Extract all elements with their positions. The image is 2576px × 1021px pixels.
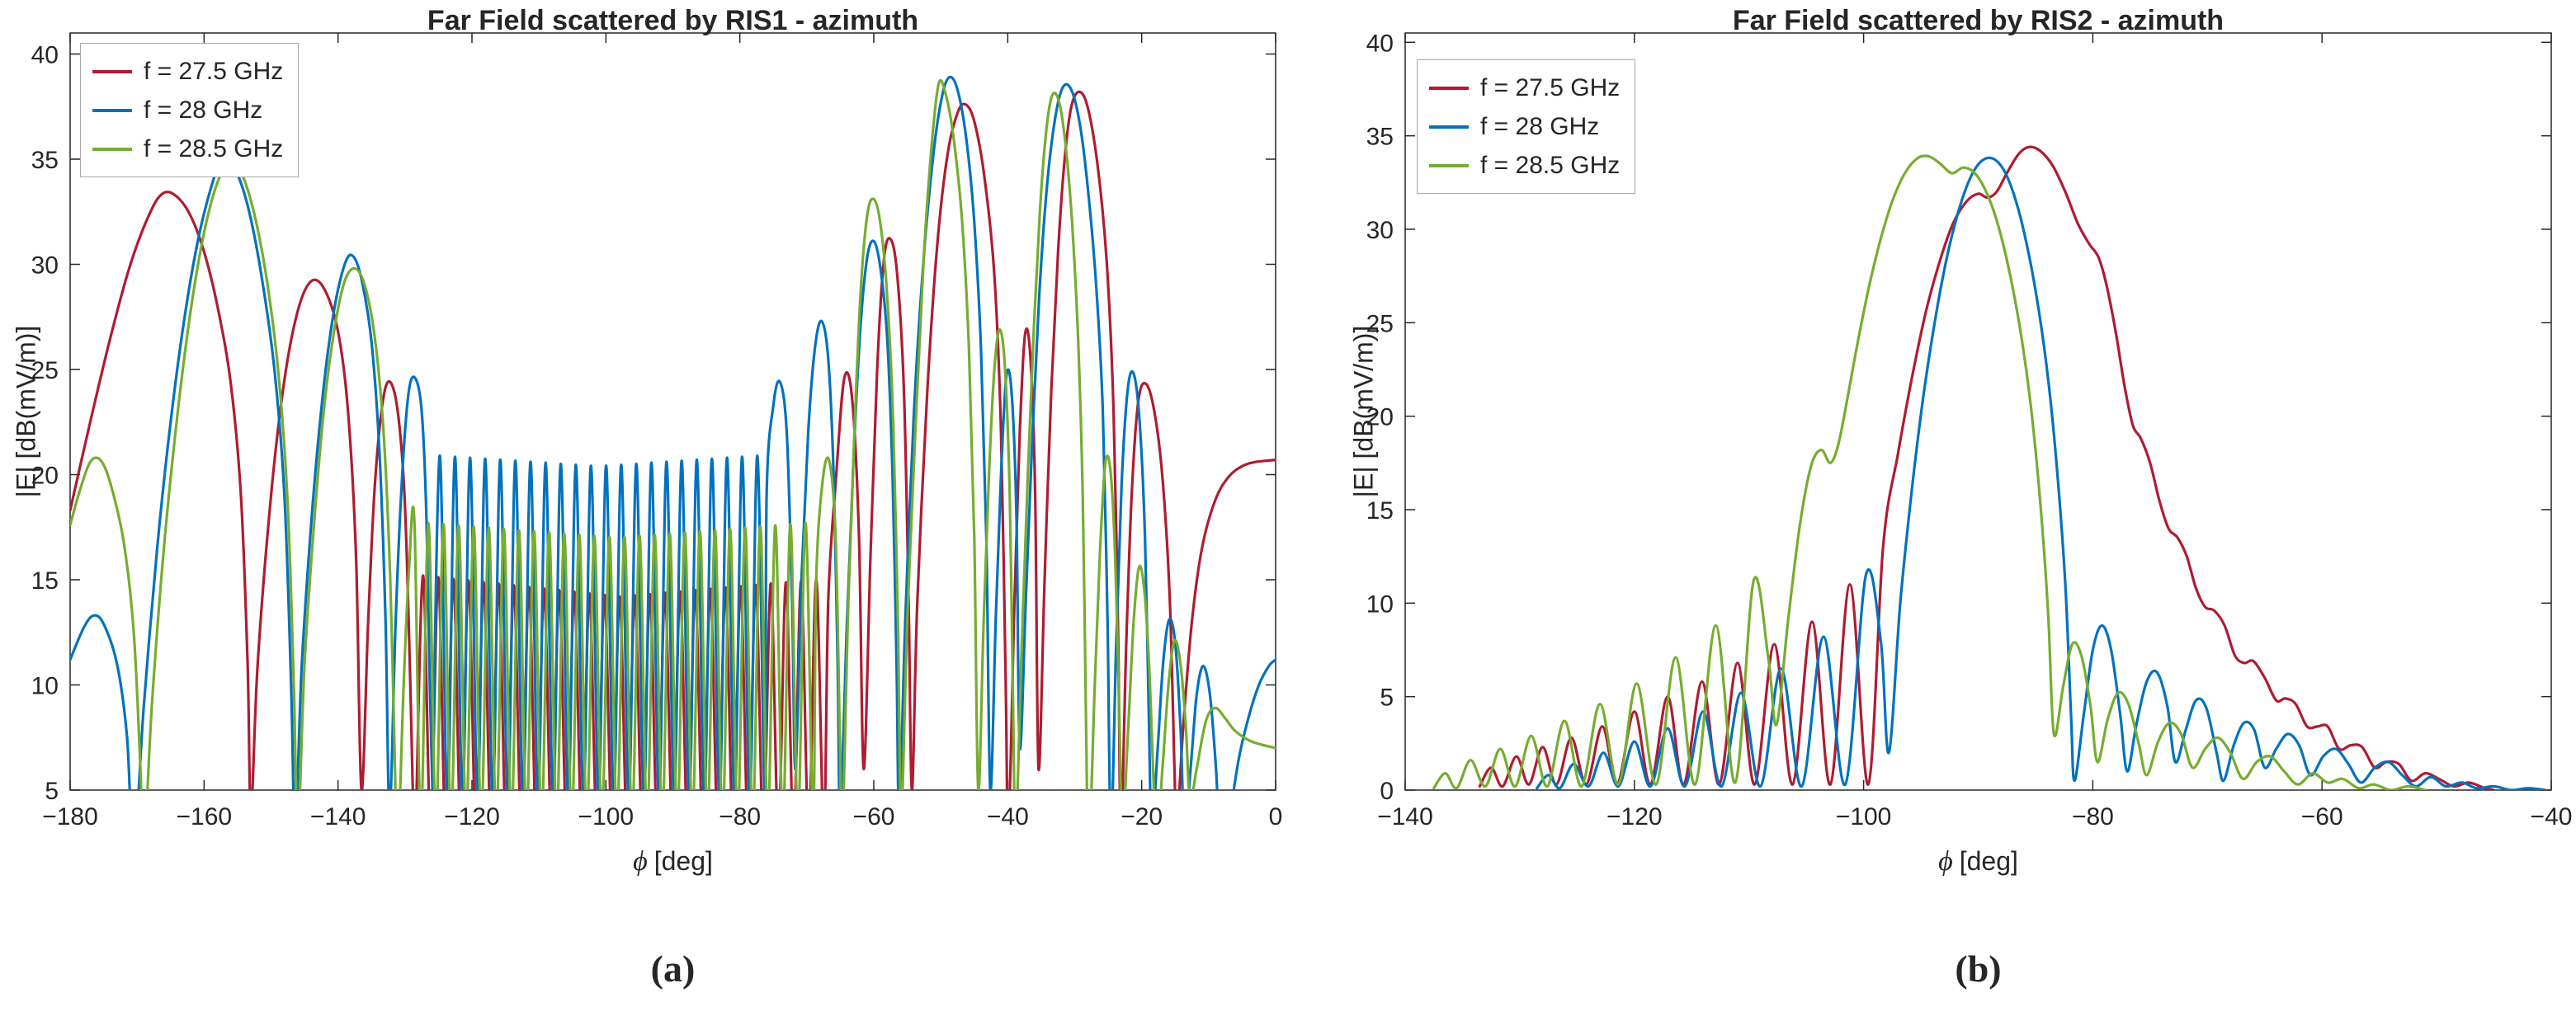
legend-entry: f = 27.5 GHz [1429,68,1620,107]
chart-title-ris1: Far Field scattered by RIS1 - azimuth [427,5,919,36]
y-tick-label: 40 [1366,30,1394,57]
x-tick-label: −140 [1377,803,1433,830]
y-tick-label: 20 [31,463,59,490]
plot-area-ris2: −140 −120 −100 −80 −60 −40 0 5 10 15 20 25 30 35 40 [1366,30,2573,830]
series-line-f-28-ghz [70,75,1276,790]
y-tick-label: 25 [31,357,59,384]
series-line-f-28.5-ghz [70,78,1276,790]
legend-entry: f = 28.5 GHz [92,129,283,168]
legend-label: f = 27.5 GHz [1480,73,1621,101]
phi-symbol: ϕ [1938,846,1953,877]
y-tick-label: 35 [31,147,59,174]
legend-entry: f = 28 GHz [92,91,283,129]
legend: f = 27.5 GHz f = 28 GHz f = 28.5 GHz [80,43,300,177]
x-axis-unit: [deg] [653,846,713,876]
series-line-f-27.5-ghz [70,90,1276,790]
x-tick-label: −40 [987,803,1029,830]
x-tick-label: −120 [444,803,500,830]
legend: f = 27.5 GHz f = 28 GHz f = 28.5 GHz [1417,59,1636,194]
phi-symbol: ϕ [633,846,648,877]
legend-line-sample [1429,86,1469,90]
y-tick-label: 30 [31,252,59,280]
y-tick-label: 10 [1366,590,1394,618]
x-tick-label: −40 [2531,803,2573,830]
y-tick-label: 20 [1366,404,1394,431]
x-tick-label: −100 [1836,803,1892,830]
x-tick-label: −60 [853,803,895,830]
y-tick-label: 0 [1380,778,1394,805]
x-tick-label: −160 [177,803,233,830]
legend-line-sample [1429,163,1469,167]
y-tick-label: 10 [31,673,59,700]
x-axis-unit: [deg] [1959,846,2018,876]
y-tick-label: 5 [1380,685,1394,712]
y-tick-label: 15 [1366,497,1394,525]
series-line-f-27.5-ghz [1478,145,2496,790]
legend-entry: f = 28.5 GHz [1429,146,1620,185]
x-tick-label: −20 [1121,803,1163,830]
legend-line-sample [92,108,132,112]
y-tick-label: 30 [1366,217,1394,244]
x-tick-label: −100 [578,803,635,830]
legend-entry: f = 27.5 GHz [92,52,283,91]
x-tick-label: −80 [2072,803,2114,830]
caption-b: (b) [1955,948,2002,990]
caption-a: (a) [650,948,696,990]
legend-label: f = 28.5 GHz [144,134,284,162]
y-tick-label: 5 [45,778,59,805]
x-tick-label: −80 [719,803,761,830]
legend-line-sample [1429,125,1469,129]
x-tick-label: −180 [42,803,98,830]
legend-line-sample [92,69,132,73]
chart-title-ris2: Far Field scattered by RIS2 - azimuth [1732,5,2225,36]
x-tick-label: −60 [2301,803,2343,830]
x-tick-label: −140 [310,803,366,830]
x-tick-label: −120 [1606,803,1663,830]
y-tick-label: 15 [31,567,59,595]
series-line-f-28.5-ghz [1432,154,2427,790]
legend-label: f = 28.5 GHz [1480,151,1621,179]
plot-area-ris1: −180 −160 −140 −120 −100 −80 −60 −40 −20 0 5 10 15 20… [31,32,1283,830]
legend-entry: f = 28 GHz [1429,107,1620,146]
y-tick-label: 35 [1366,124,1394,151]
legend-label: f = 27.5 GHz [144,57,284,85]
legend-label: f = 28 GHz [144,96,263,124]
y-tick-label: 40 [31,42,59,69]
chart-ris1: Far Field scattered by RIS1 - azimuth |E… [12,5,1283,990]
y-tick-label: 25 [1366,310,1394,337]
series-line-f-28-ghz [1536,156,2547,790]
legend-label: f = 28 GHz [1480,112,1600,140]
x-tick-label: 0 [1269,803,1283,830]
legend-line-sample [92,147,132,151]
x-axis-label: ϕ [deg] [1405,846,2551,877]
axes-box [1404,32,2552,791]
x-axis-label: ϕ [deg] [70,846,1276,877]
chart-ris2: Far Field scattered by RIS2 - azimuth |E… [1288,0,2576,1021]
